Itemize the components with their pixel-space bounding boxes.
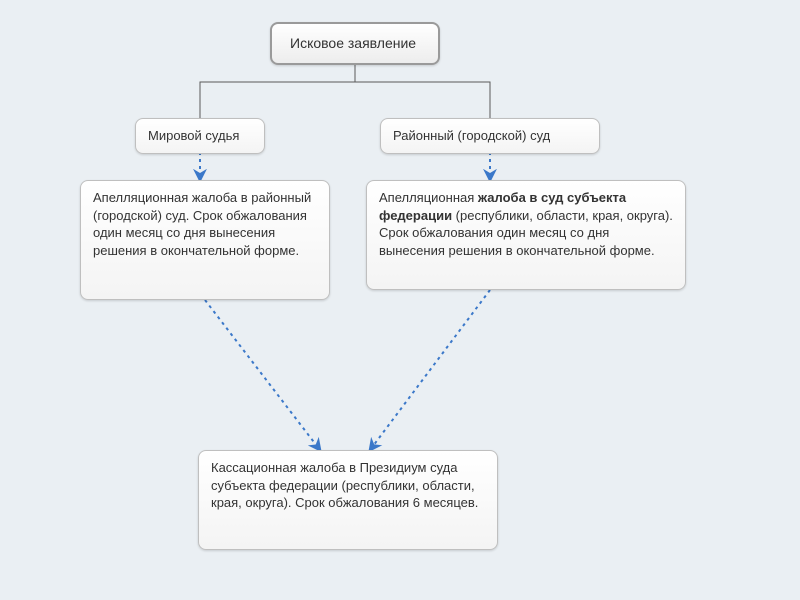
edge [200, 62, 355, 118]
node-label: Апелляционная [379, 190, 478, 205]
node-label: Апелляционная жалоба в районный (городск… [93, 190, 311, 258]
node-magistrate-judge: Мировой судья [135, 118, 265, 154]
node-appeal-district: Апелляционная жалоба в районный (городск… [80, 180, 330, 300]
node-label: Кассационная жалоба в Президиум суда суб… [211, 460, 478, 510]
edge [370, 290, 490, 450]
edge [355, 62, 490, 118]
node-root: Исковое заявление [270, 22, 440, 65]
node-cassation: Кассационная жалоба в Президиум суда суб… [198, 450, 498, 550]
node-label: Исковое заявление [290, 35, 416, 51]
edge [205, 300, 320, 450]
node-district-court: Районный (городской) суд [380, 118, 600, 154]
node-appeal-subject: Апелляционная жалоба в суд субъекта феде… [366, 180, 686, 290]
diagram-canvas: Исковое заявление Мировой судья Районный… [0, 0, 800, 600]
node-label: Мировой судья [148, 128, 239, 143]
node-label: Районный (городской) суд [393, 128, 550, 143]
